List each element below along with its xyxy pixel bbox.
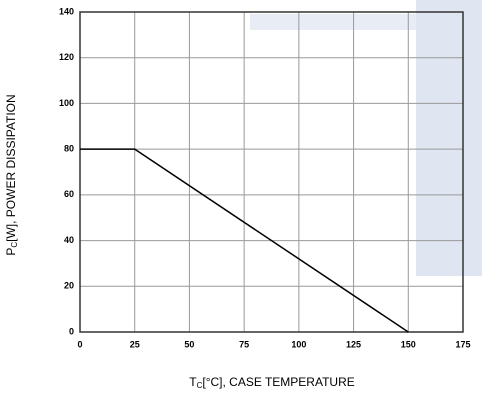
- x-tick-label: 50: [184, 339, 194, 349]
- x-label-part: [°C], CASE TEMPERATURE: [202, 375, 354, 389]
- x-tick-label: 25: [130, 339, 140, 349]
- y-tick-label: 40: [64, 235, 74, 245]
- y-axis-label: PC[W], POWER DISSIPATION: [4, 94, 19, 255]
- y-label-part: [W], POWER DISSIPATION: [4, 94, 18, 242]
- y-tick-label: 100: [59, 98, 74, 108]
- y-label-part: P: [4, 248, 18, 256]
- x-label-part: T: [189, 375, 197, 389]
- y-tick-label: 20: [64, 281, 74, 291]
- y-tick-label: 120: [59, 52, 74, 62]
- y-label-sub: C: [10, 242, 19, 248]
- watermark: [416, 0, 482, 276]
- y-tick-label: 80: [64, 144, 74, 154]
- x-tick-label: 175: [455, 339, 470, 349]
- x-label-sub: C: [197, 381, 203, 390]
- x-axis-label: TC[°C], CASE TEMPERATURE: [189, 375, 355, 390]
- watermark: [250, 14, 416, 30]
- plot-frame: [79, 11, 464, 333]
- y-tick-label: 0: [69, 326, 74, 336]
- x-tick-label: 125: [346, 339, 361, 349]
- x-tick-label: 75: [239, 339, 249, 349]
- x-tick-label: 150: [401, 339, 416, 349]
- x-tick-label: 100: [291, 339, 306, 349]
- x-tick-label: 0: [77, 339, 82, 349]
- y-tick-label: 60: [64, 189, 74, 199]
- y-tick-label: 140: [59, 6, 74, 16]
- line: [80, 148, 409, 333]
